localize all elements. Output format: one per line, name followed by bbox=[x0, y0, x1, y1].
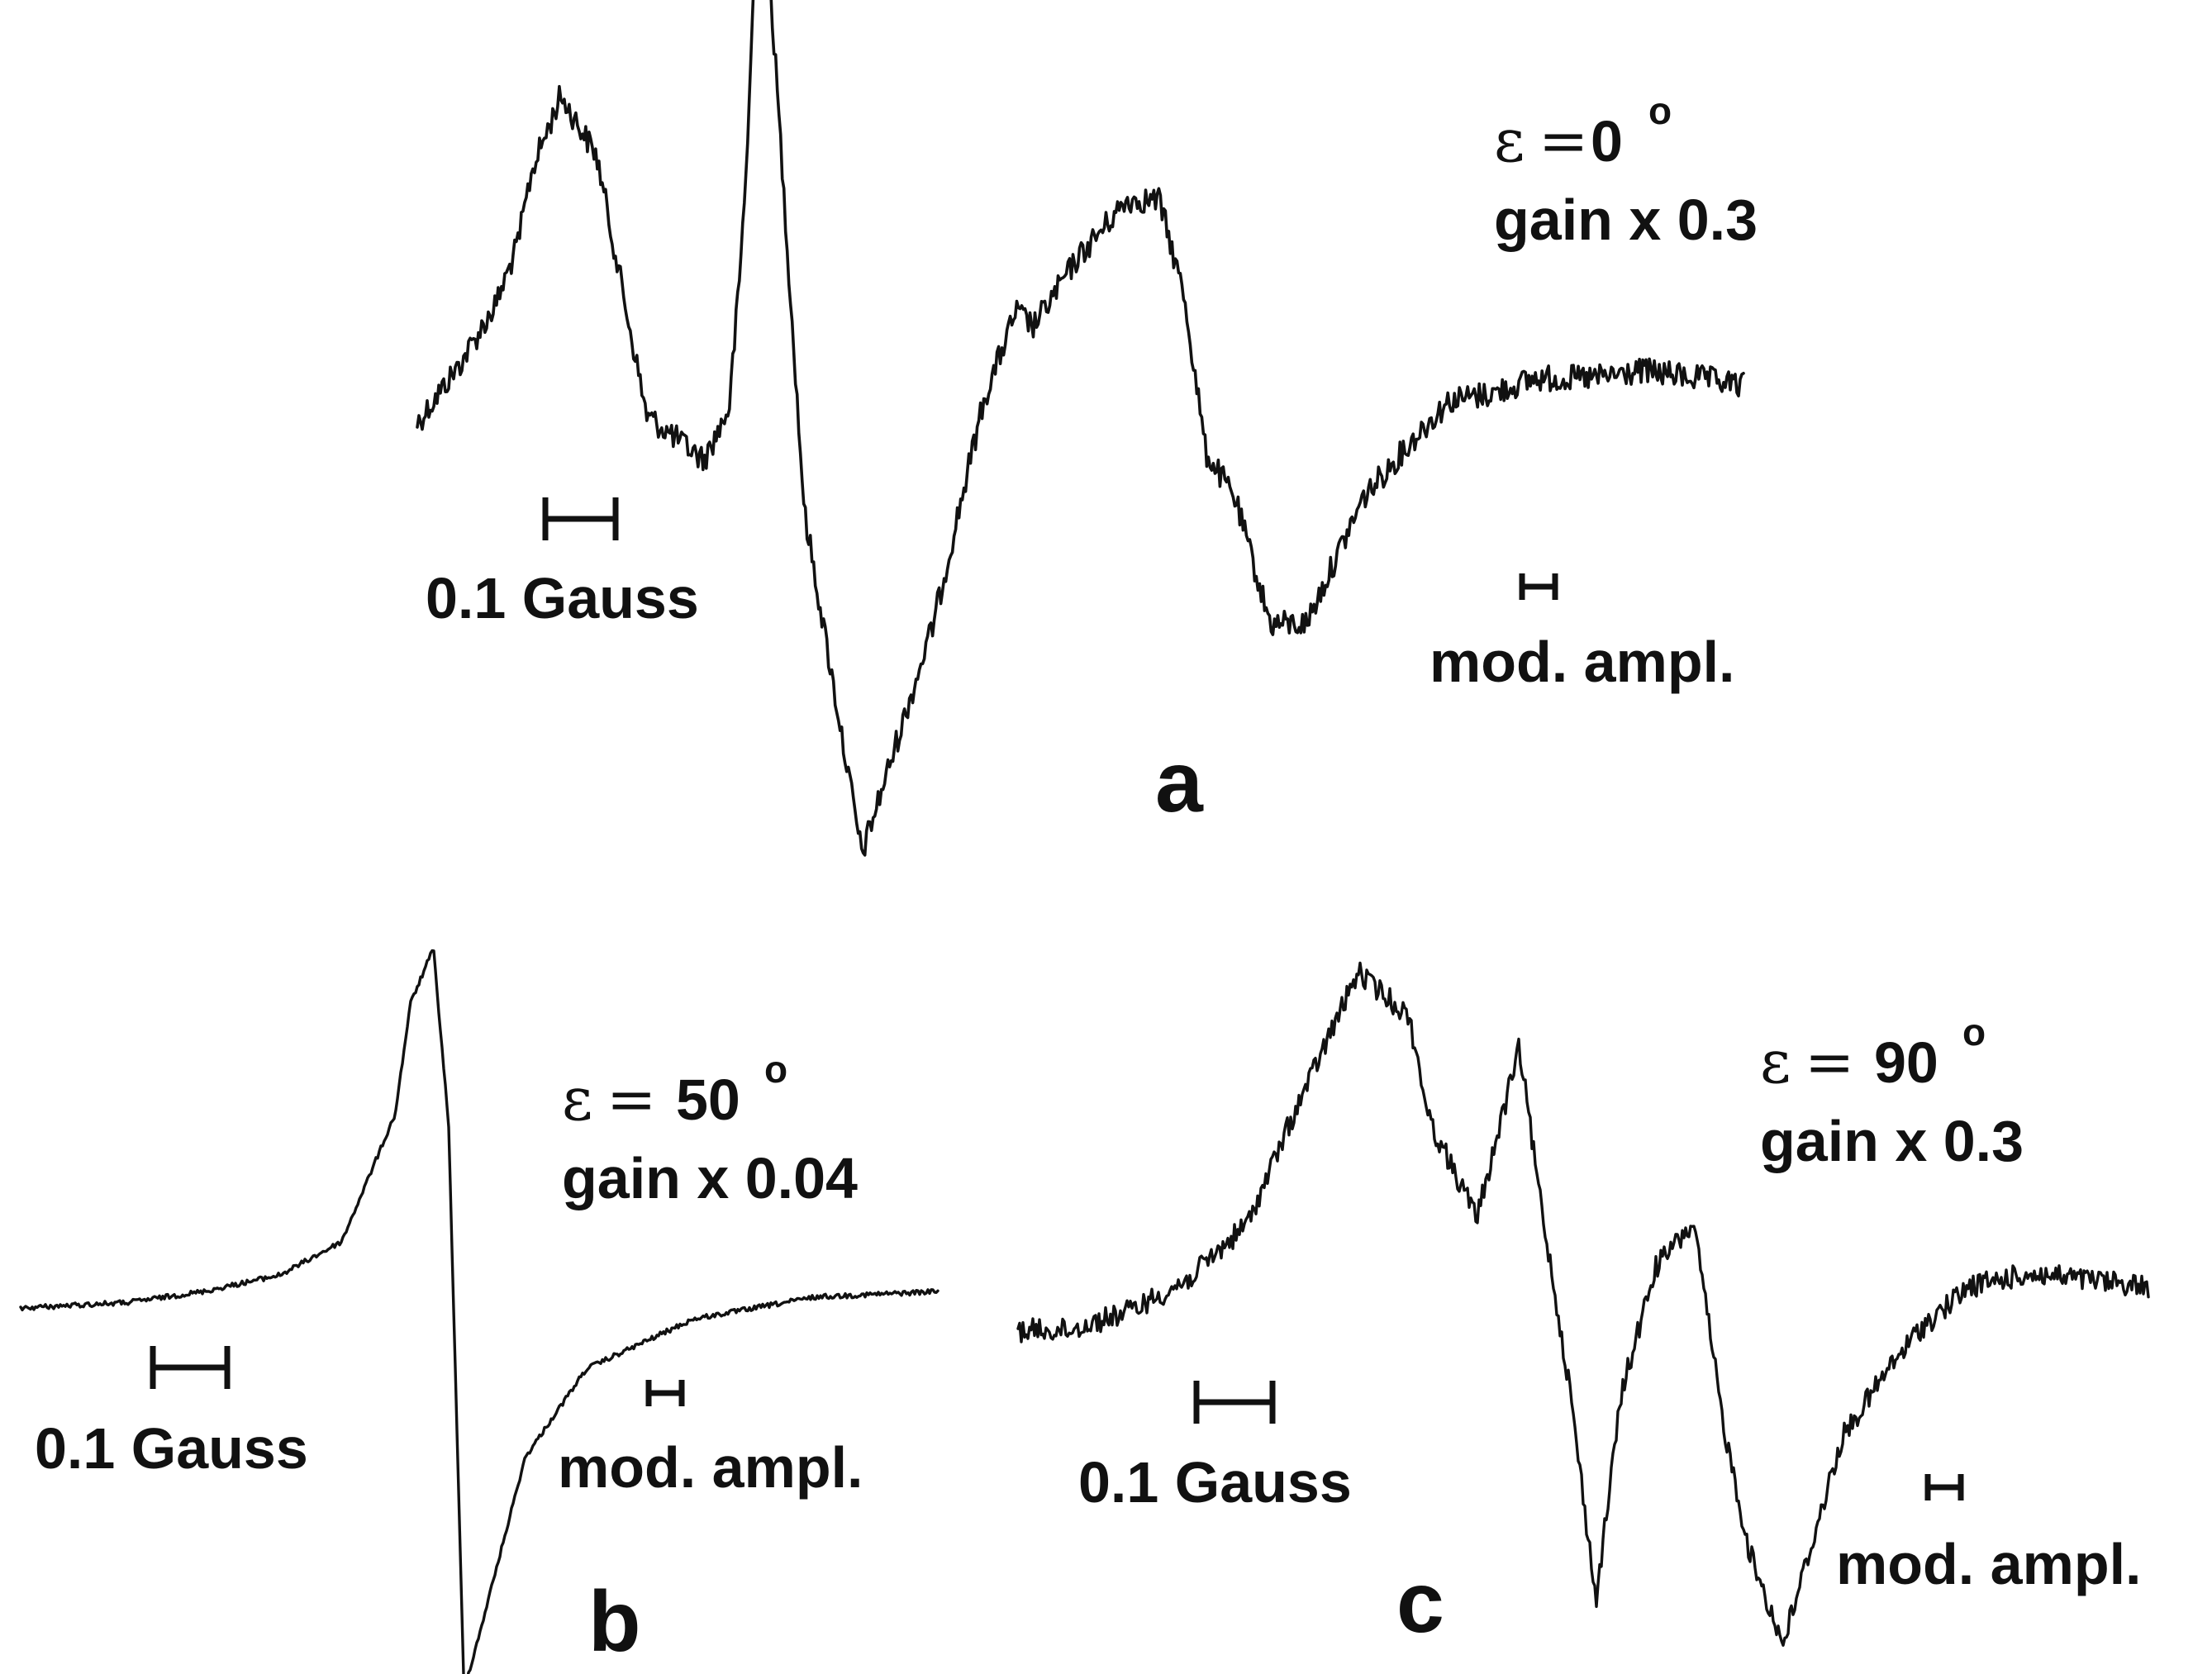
spectrum-line-c bbox=[1016, 961, 2150, 1647]
gauss-scale-bar-a bbox=[542, 497, 619, 540]
mod-ampl-bar-b bbox=[645, 1380, 685, 1406]
panel-c: ε = 90 o gain x 0.3 0.1 Gauss mod. ampl.… bbox=[1016, 961, 2150, 1651]
mod-ampl-bar-c bbox=[1924, 1474, 1964, 1500]
panel-a: ε = 0 o gain x 0.3 0.1 Gauss mod. ampl. … bbox=[416, 0, 1758, 857]
mod-ampl-label-a: mod. ampl. bbox=[1429, 630, 1734, 694]
degree-mark-b: o bbox=[764, 1048, 787, 1091]
epsilon-symbol-a: ε bbox=[1494, 106, 1525, 175]
gauss-scale-label-b: 0.1 Gauss bbox=[35, 1416, 308, 1481]
gain-label-b: gain x 0.04 bbox=[562, 1146, 858, 1210]
equals-sign-c: = bbox=[1805, 1027, 1854, 1096]
degree-mark-c: o bbox=[1962, 1011, 1986, 1053]
angle-value-c: 90 bbox=[1874, 1030, 1938, 1095]
spectrum-trace-a bbox=[416, 0, 1745, 857]
epsilon-symbol-b: ε bbox=[562, 1064, 592, 1134]
gauss-scale-bar-c bbox=[1193, 1381, 1276, 1424]
degree-mark-a: o bbox=[1648, 89, 1672, 132]
gauss-scale-label-c: 0.1 Gauss bbox=[1078, 1450, 1352, 1515]
epsilon-symbol-c: ε bbox=[1760, 1027, 1791, 1096]
spectrum-trace-b bbox=[19, 949, 940, 1674]
gain-label-c: gain x 0.3 bbox=[1760, 1109, 2024, 1173]
panel-label-a: a bbox=[1155, 735, 1204, 830]
gauss-scale-label-a: 0.1 Gauss bbox=[426, 566, 699, 630]
mod-ampl-bar-a bbox=[1519, 573, 1558, 600]
spectrum-trace-c bbox=[1016, 961, 2150, 1647]
equals-sign-b: = bbox=[607, 1064, 656, 1134]
angle-value-a: 0 bbox=[1591, 109, 1623, 174]
mod-ampl-label-b: mod. ampl. bbox=[558, 1435, 863, 1500]
panel-label-b: b bbox=[588, 1574, 641, 1670]
mod-ampl-label-c: mod. ampl. bbox=[1836, 1532, 2141, 1596]
equals-sign-a: = bbox=[1539, 106, 1588, 175]
angle-value-b: 50 bbox=[676, 1068, 740, 1132]
panel-label-c: c bbox=[1396, 1555, 1444, 1651]
gain-label-a: gain x 0.3 bbox=[1494, 188, 1758, 252]
spectrum-line-b bbox=[19, 949, 940, 1674]
panel-b: ε = 50 o gain x 0.04 0.1 Gauss mod. ampl… bbox=[19, 949, 940, 1674]
gauss-scale-bar-b bbox=[150, 1346, 231, 1389]
spectrum-line-a bbox=[416, 0, 1745, 857]
